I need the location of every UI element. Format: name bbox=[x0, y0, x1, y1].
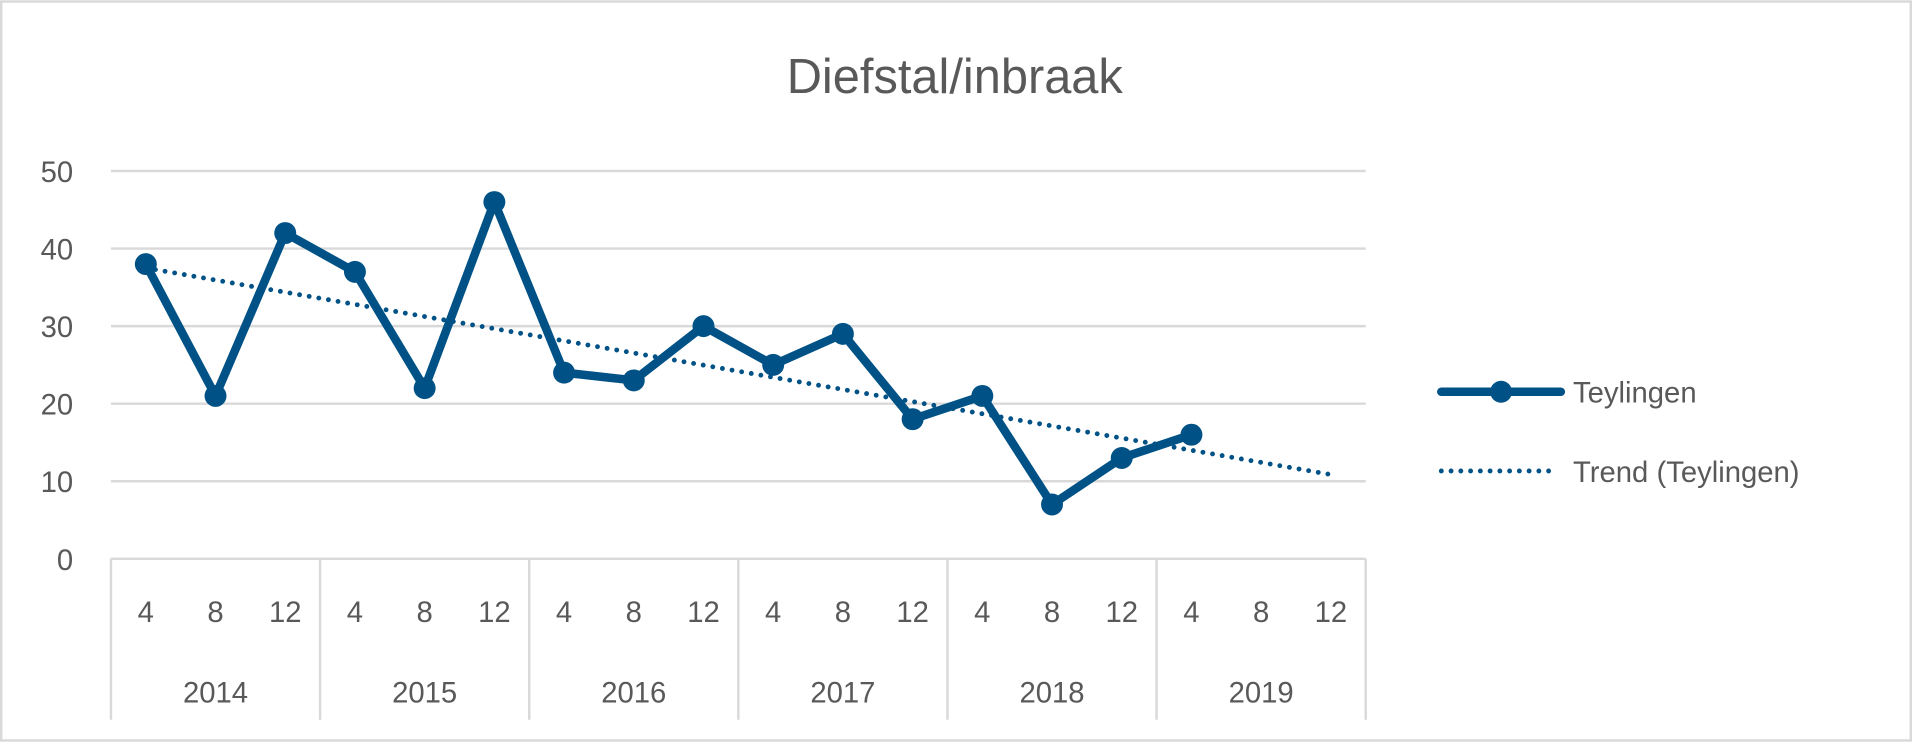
data-point bbox=[831, 322, 854, 345]
series-teylingen bbox=[134, 191, 1203, 516]
x-tick-label: 12 bbox=[1315, 597, 1348, 629]
data-point bbox=[901, 408, 924, 431]
x-tick-label: 4 bbox=[974, 597, 990, 629]
y-tick-label: 0 bbox=[57, 545, 73, 577]
x-tick-label: 4 bbox=[347, 597, 363, 629]
series-line bbox=[142, 197, 1193, 509]
x-tick-label: 8 bbox=[1044, 597, 1060, 629]
x-group-label: 2017 bbox=[810, 678, 875, 710]
y-tick-label: 10 bbox=[41, 467, 74, 499]
x-group-label: 2016 bbox=[601, 678, 666, 710]
data-point bbox=[622, 369, 645, 392]
data-point bbox=[971, 384, 994, 407]
y-tick-label: 20 bbox=[41, 390, 74, 422]
y-tick-label: 50 bbox=[41, 157, 74, 189]
x-tick-label: 8 bbox=[417, 597, 433, 629]
x-tick-label: 12 bbox=[1105, 597, 1138, 629]
x-tick-label: 4 bbox=[1183, 597, 1199, 629]
x-tick-label: 8 bbox=[207, 597, 223, 629]
data-point bbox=[343, 260, 366, 283]
x-tick-label: 8 bbox=[626, 597, 642, 629]
data-point bbox=[483, 191, 506, 214]
data-point bbox=[1041, 493, 1064, 516]
y-tick-label: 30 bbox=[41, 312, 74, 344]
x-tick-label: 12 bbox=[896, 597, 929, 629]
x-tick-label: 12 bbox=[687, 597, 720, 629]
x-tick-label: 8 bbox=[1253, 597, 1269, 629]
data-point bbox=[692, 315, 715, 338]
data-point bbox=[553, 361, 576, 384]
x-axis: 4 8 12 4 8 12 4 8 12 4 8 12 4 8 12 4 8 12 2014 2015 2016 2017… bbox=[109, 557, 1367, 720]
x-tick-label: 12 bbox=[478, 597, 511, 629]
x-group-label: 2015 bbox=[392, 678, 457, 710]
data-point bbox=[413, 377, 436, 400]
data-point bbox=[134, 253, 157, 276]
data-point bbox=[274, 222, 297, 245]
x-group-label: 2018 bbox=[1019, 678, 1084, 710]
legend: Teylingen Trend (Teylingen) bbox=[1437, 378, 1800, 489]
x-tick-label: 8 bbox=[835, 597, 851, 629]
data-point bbox=[762, 353, 785, 376]
data-point bbox=[204, 384, 227, 407]
x-tick-label: 4 bbox=[765, 597, 781, 629]
trendline-path bbox=[143, 265, 1334, 478]
legend-item-trend[interactable]: Trend (Teylingen) bbox=[1438, 457, 1800, 489]
x-tick-label: 4 bbox=[138, 597, 154, 629]
y-tick-label: 40 bbox=[41, 235, 74, 267]
x-tick-label: 4 bbox=[556, 597, 572, 629]
legend-item-teylingen[interactable]: Teylingen bbox=[1437, 378, 1697, 410]
y-axis-ticks: 0 10 20 30 40 50 bbox=[41, 157, 74, 577]
data-point bbox=[1110, 446, 1133, 469]
trendline bbox=[143, 265, 1334, 478]
data-point bbox=[1180, 423, 1203, 446]
chart-title: Diefstal/inbraak bbox=[787, 50, 1124, 104]
legend-label-trend: Trend (Teylingen) bbox=[1573, 457, 1800, 489]
legend-label-teylingen: Teylingen bbox=[1573, 378, 1697, 410]
legend-marker-icon bbox=[1490, 380, 1513, 403]
x-group-label: 2019 bbox=[1229, 678, 1294, 710]
x-tick-label: 12 bbox=[269, 597, 302, 629]
x-group-label: 2014 bbox=[183, 678, 248, 710]
